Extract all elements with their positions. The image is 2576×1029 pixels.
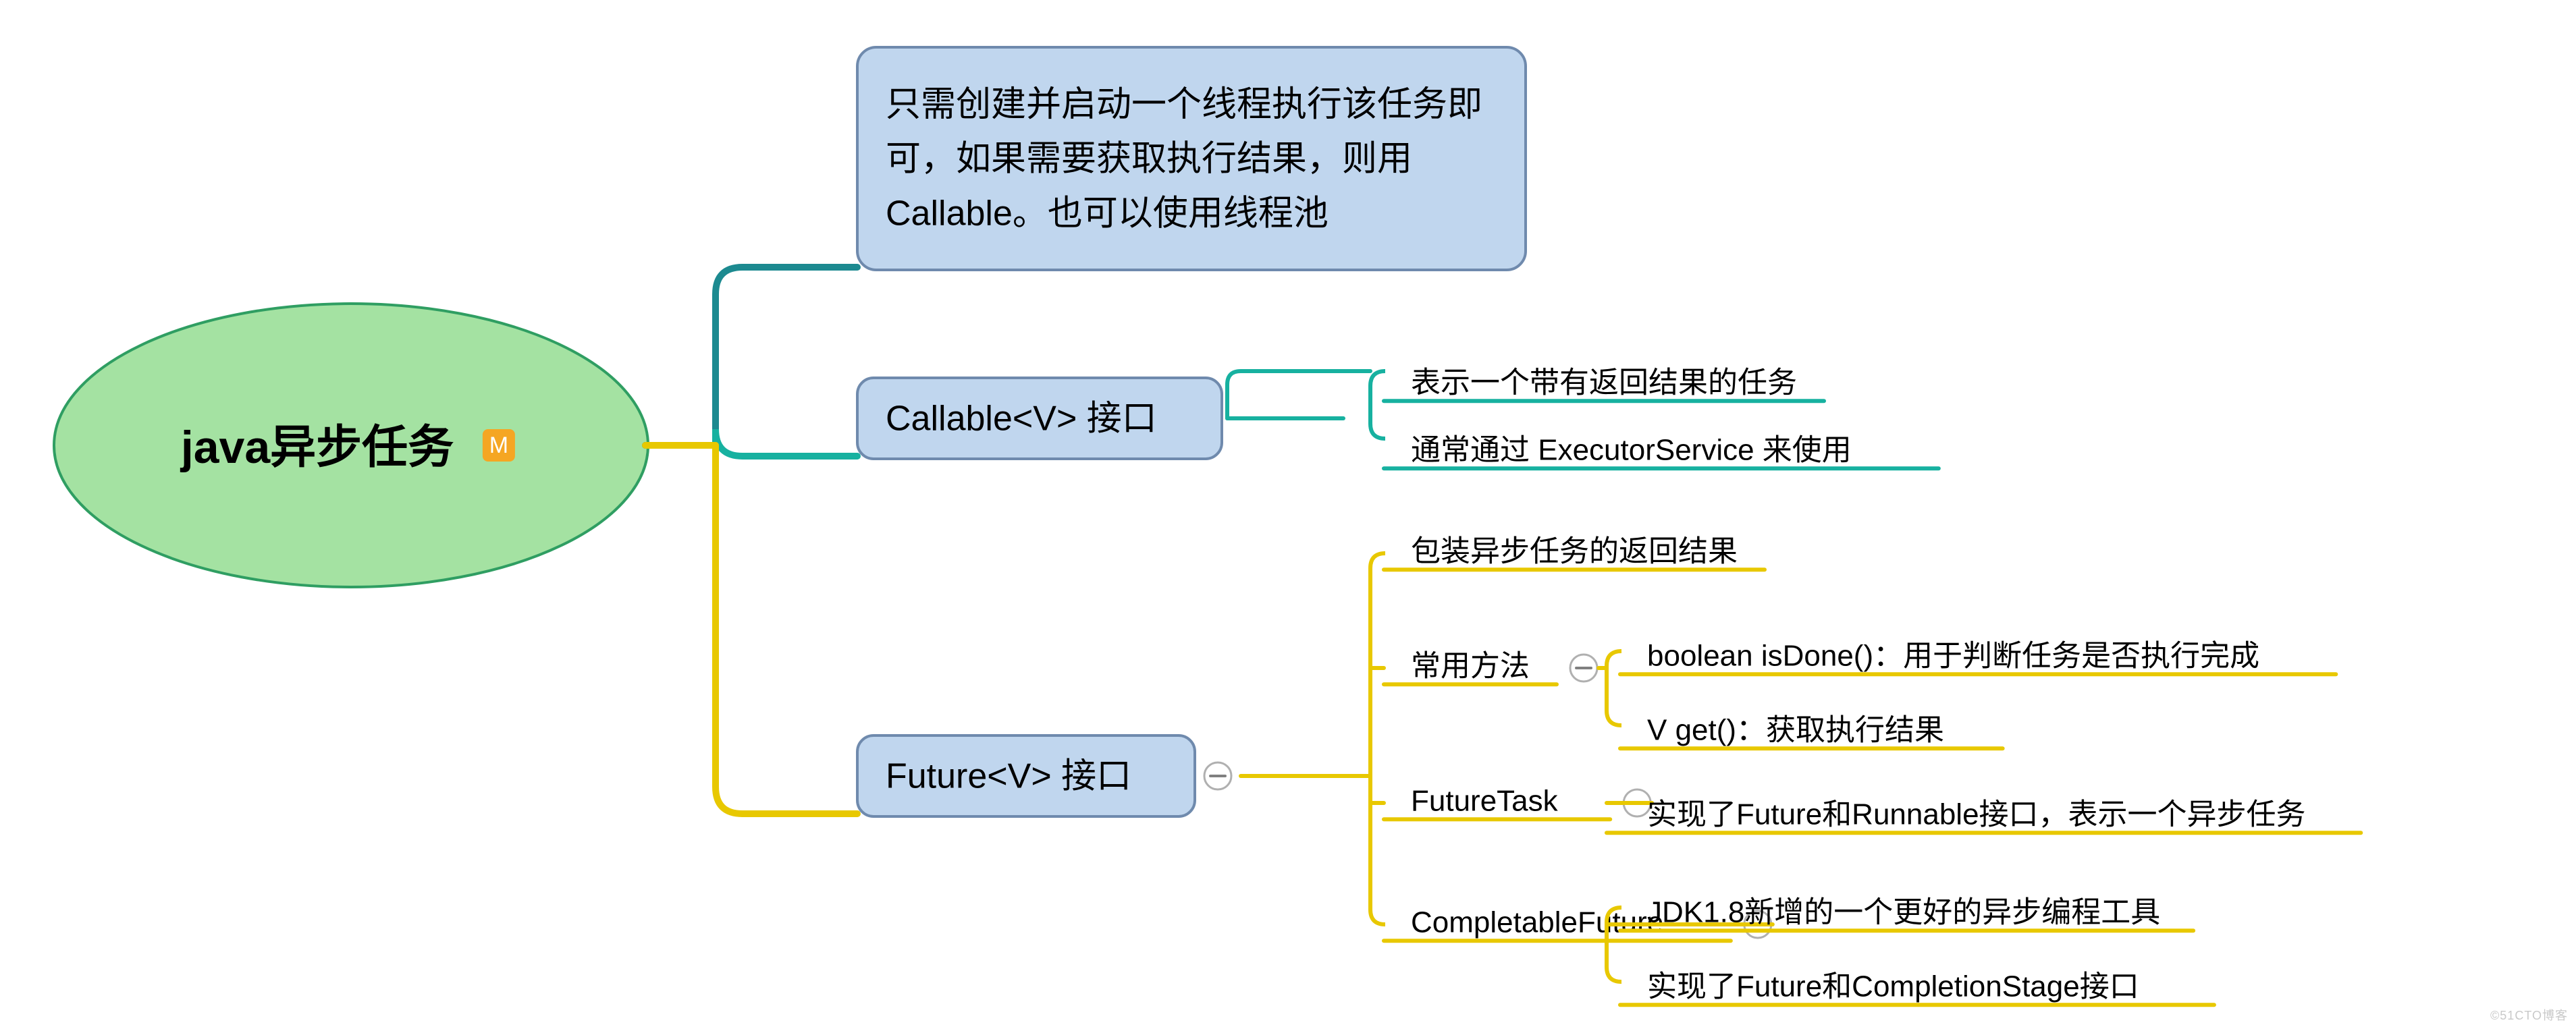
connector [1227,371,1370,418]
branch-2-child-2-label[interactable]: FutureTask [1411,785,1559,818]
collapse-toggle-icon[interactable] [1570,655,1597,682]
branch-1-label-line-0: Callable<V> 接口 [886,399,1157,439]
branch-0-label-line-0: 只需创建并启动一个线程执行该任务即 [886,85,1482,124]
branch-2-label-line-0: Future<V> 接口 [886,757,1131,796]
svg-text:M: M [489,433,508,458]
branch-1-child-0-label[interactable]: 表示一个带有返回结果的任务 [1411,366,1797,399]
branch-2-child-1-sub-1-label[interactable]: V get()：获取执行结果 [1647,714,1944,747]
branch-2-child-2-sub-0-label[interactable]: 实现了Future和Runnable接口，表示一个异步任务 [1647,798,2306,831]
mindmap-canvas: java异步任务 M 只需创建并启动一个线程执行该任务即可，如果需要获取执行结果，则… [0,0,2576,1029]
connector [1370,553,1385,924]
collapse-toggle-icon[interactable] [1204,762,1231,789]
branch-2-child-1-sub-0-label[interactable]: boolean isDone()：用于判断任务是否执行完成 [1647,640,2259,673]
connector [716,267,857,445]
branch-0-label-line-1: 可，如果需要获取执行结果，则用 [886,140,1412,179]
branch-2-child-1-label[interactable]: 常用方法 [1411,650,1530,683]
connector [1607,651,1621,725]
branch-2-child-0-label[interactable]: 包装异步任务的返回结果 [1411,535,1738,568]
connector [716,445,857,814]
watermark: ©51CTO博客 [2490,1006,2568,1024]
branch-2-child-3-sub-0-label[interactable]: JDK1.8新增的一个更好的异步编程工具 [1647,896,2160,929]
branch-1-child-1-label[interactable]: 通常通过 ExecutorService 来使用 [1411,434,1852,467]
connector [1370,371,1385,439]
connector [716,429,857,456]
branch-2-child-3-sub-1-label[interactable]: 实现了Future和CompletionStage接口 [1647,970,2139,1003]
root-label: java异步任务 [180,422,454,473]
branch-0-label-line-2: Callable。也可以使用线程池 [886,194,1329,233]
